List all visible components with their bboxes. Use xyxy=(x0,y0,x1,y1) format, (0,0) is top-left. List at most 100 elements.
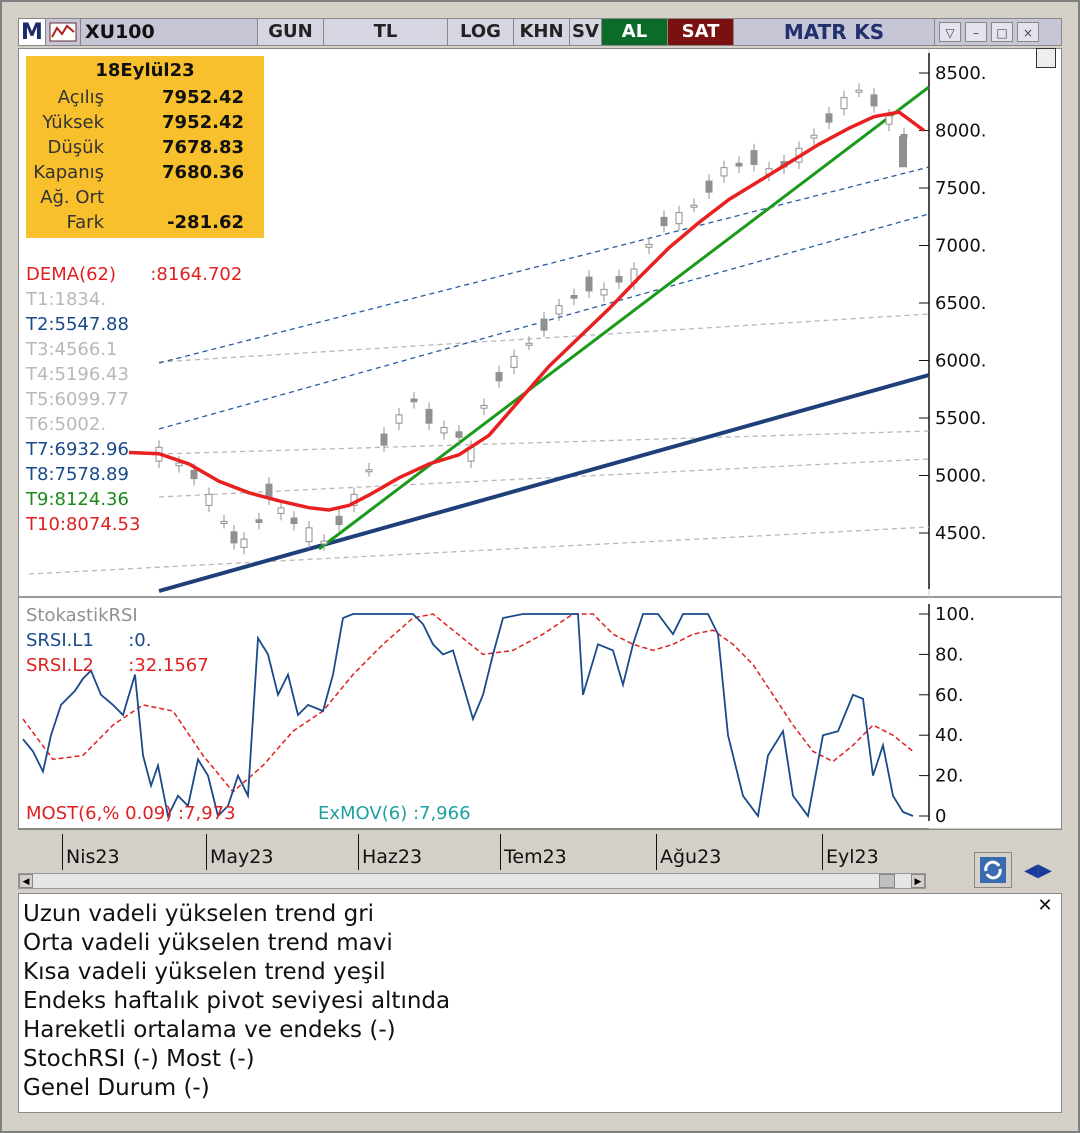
candle xyxy=(510,355,518,368)
y-tick-label: 5000. xyxy=(935,466,987,487)
indicator-legend-entry: T1:1834. xyxy=(26,289,107,310)
comment-line: Kısa vadeli yükselen trend yeşil xyxy=(23,959,386,985)
info-label: Açılış xyxy=(57,87,104,108)
candle xyxy=(320,540,328,545)
candle xyxy=(220,521,228,524)
close-icon[interactable]: ✕ xyxy=(1037,895,1053,916)
candle xyxy=(645,243,653,248)
candle xyxy=(395,414,403,424)
candle xyxy=(455,431,463,438)
scroll-thumb[interactable] xyxy=(879,874,895,888)
scroll-right-icon[interactable]: ▶ xyxy=(911,874,925,888)
close-window-icon[interactable]: × xyxy=(1017,22,1039,42)
sv-button[interactable]: SV xyxy=(570,19,602,45)
indicator-legend-entry: T2:5547.88 xyxy=(26,314,129,335)
candle xyxy=(540,318,548,331)
chart-type-icon[interactable] xyxy=(46,19,81,45)
candle xyxy=(555,305,563,315)
candle xyxy=(290,517,298,525)
candle xyxy=(840,97,848,110)
y-tick-label: 6000. xyxy=(935,351,987,372)
candle xyxy=(615,276,623,283)
info-value: 7952.42 xyxy=(162,87,244,108)
buy-button[interactable]: AL xyxy=(602,19,668,45)
x-tick-label: Ağu23 xyxy=(660,846,722,868)
osc-tick-label: 40. xyxy=(935,725,964,746)
candle xyxy=(190,469,198,480)
info-label: Fark xyxy=(66,212,104,233)
candle xyxy=(380,433,388,446)
log-button[interactable]: LOG xyxy=(448,19,514,45)
info-value: 7680.36 xyxy=(162,162,244,183)
refresh-icon[interactable] xyxy=(974,852,1012,888)
indicator-legend-entry: T10:8074.53 xyxy=(26,514,141,535)
minimize-icon[interactable]: – xyxy=(965,22,987,42)
candle xyxy=(675,212,683,225)
pivot-line xyxy=(28,526,930,575)
oscillator-legend: StokastikRSI SRSI.L1 :0. SRSI.L2 :32.1567 xyxy=(26,603,209,678)
x-tick xyxy=(62,834,63,870)
info-row: Ağ. Ort xyxy=(26,185,264,210)
info-value: 7678.83 xyxy=(162,137,244,158)
nav-arrows[interactable]: ◀ ▶ xyxy=(1016,852,1060,888)
x-tick-label: Haz23 xyxy=(362,846,423,868)
indicator-legend-entry: T9:8124.36 xyxy=(26,489,129,510)
comment-panel: ✕ Uzun vadeli yükselen trend gri Orta va… xyxy=(18,893,1062,1113)
info-value: -281.62 xyxy=(167,212,244,233)
osc-tick-label: 0 xyxy=(935,806,946,827)
indicator-legend-entry: DEMA(62) :8164.702 xyxy=(26,264,243,285)
arrow-right-icon[interactable]: ▶ xyxy=(1038,859,1052,881)
horizontal-scrollbar[interactable]: ◀ ▶ xyxy=(18,873,926,889)
candle xyxy=(410,398,418,403)
y-tick-label: 8500. xyxy=(935,63,987,84)
candle xyxy=(255,519,263,524)
x-tick xyxy=(822,834,823,870)
app-logo: M xyxy=(19,19,46,45)
info-label: Kapanış xyxy=(33,162,104,183)
comment-line: Genel Durum (-) xyxy=(23,1075,210,1101)
info-value xyxy=(124,185,244,210)
osc-tick-label: 80. xyxy=(935,644,964,665)
candle xyxy=(870,94,878,107)
candle xyxy=(480,404,488,409)
maximize-icon[interactable]: □ xyxy=(991,22,1013,42)
most-label: MOST(6,% 0.09) :7,973 xyxy=(26,803,236,824)
pivot-line xyxy=(158,430,930,455)
sell-button[interactable]: SAT xyxy=(668,19,734,45)
currency-button[interactable]: TL xyxy=(324,19,448,45)
comment-line: Hareketli ortalama ve endeks (-) xyxy=(23,1017,396,1043)
candle xyxy=(175,462,183,467)
scroll-left-icon[interactable]: ◀ xyxy=(19,874,33,888)
candle xyxy=(600,288,608,296)
candle xyxy=(855,89,863,93)
x-tick-label: Eyl23 xyxy=(826,846,879,868)
candle xyxy=(720,167,728,177)
srsi-l2-line xyxy=(22,613,914,793)
info-value: 7952.42 xyxy=(162,112,244,133)
info-row: Düşük 7678.83 xyxy=(26,135,264,160)
candle xyxy=(525,342,533,346)
symbol-field[interactable]: XU100 xyxy=(81,19,258,45)
osc-tick-label: 100. xyxy=(935,604,975,625)
candle xyxy=(885,115,893,125)
x-tick xyxy=(500,834,501,870)
candle xyxy=(495,372,503,382)
comment-line: StochRSI (-) Most (-) xyxy=(23,1046,255,1072)
indicator-legend-entry: T7:6932.96 xyxy=(26,439,129,460)
dropdown-icon[interactable]: ▽ xyxy=(939,22,961,42)
y-tick-label: 5500. xyxy=(935,408,987,429)
x-tick-label: Nis23 xyxy=(66,846,120,868)
chart-area[interactable]: 8500. 8000. 7500. 7000. 6500. 6000. 5500. 5000.… xyxy=(18,48,1062,869)
indicator-legend-entry: T3:4566.1 xyxy=(26,339,118,360)
khn-button[interactable]: KHN xyxy=(514,19,570,45)
candle xyxy=(735,162,743,167)
period-button[interactable]: GUN xyxy=(258,19,324,45)
arrow-left-icon[interactable]: ◀ xyxy=(1024,859,1038,881)
info-label: Ağ. Ort xyxy=(40,187,104,208)
toolbar: M XU100 GUN TL LOG KHN SV AL SAT MATR KS… xyxy=(18,18,1062,46)
oscillator-legend-entry: SRSI.L2 :32.1567 xyxy=(26,655,209,676)
candle xyxy=(570,295,578,299)
pivot-line xyxy=(158,458,930,498)
panel-menu-icon[interactable] xyxy=(1036,48,1056,68)
y-tick-label: 7500. xyxy=(935,178,987,199)
